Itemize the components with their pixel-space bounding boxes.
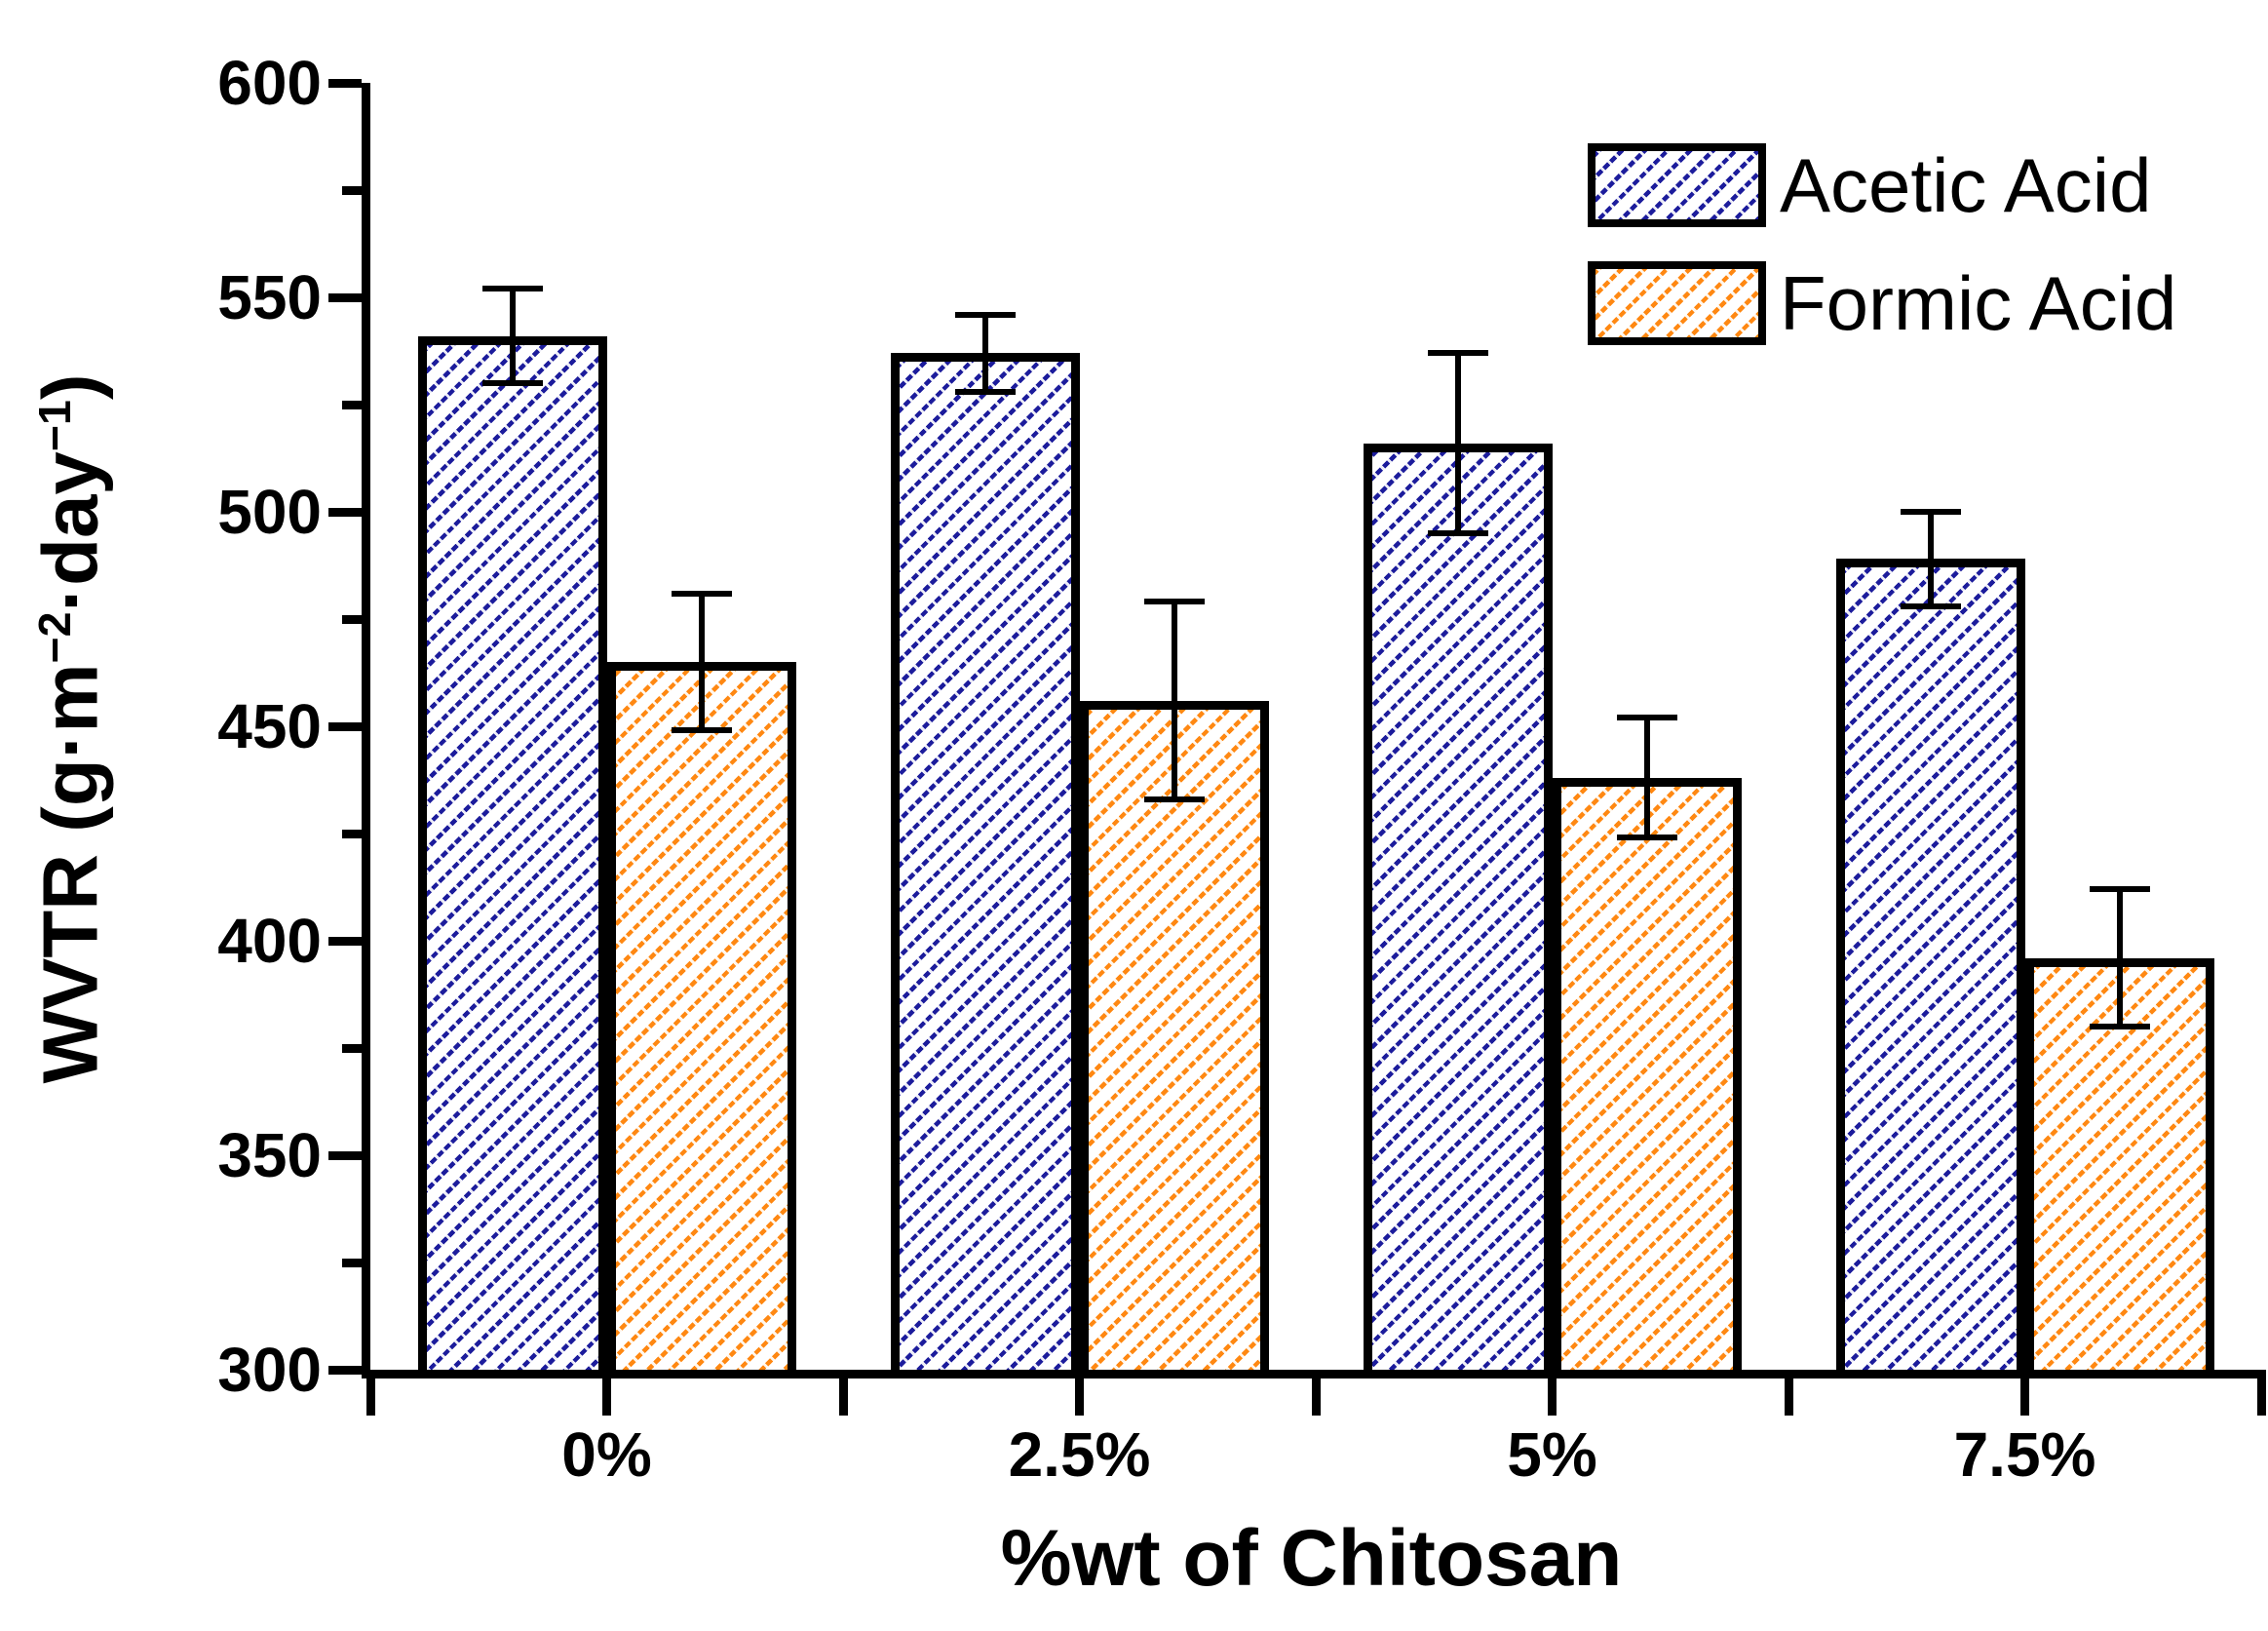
y-minor-tick [342, 400, 362, 409]
error-bar-cap-top-formic-0% [671, 590, 732, 597]
error-bar-cap-top-acetic-0% [481, 286, 543, 292]
legend-swatch-formic [1588, 261, 1766, 345]
y-tick-label: 300 [217, 1335, 322, 1405]
x-tick-label: 0% [561, 1419, 652, 1490]
x-tick-label: 5% [1507, 1419, 1597, 1490]
y-major-tick [328, 936, 362, 946]
x-axis-line [362, 1370, 2261, 1379]
error-bar-cap-bottom-formic-7.5% [2089, 1024, 2150, 1029]
error-bar-line-acetic-0% [509, 289, 516, 383]
legend-label-acetic: Acetic Acid [1780, 142, 2152, 228]
error-bar-cap-top-acetic-5% [1427, 350, 1488, 357]
y-minor-tick [342, 829, 362, 838]
y-tick-label: 500 [217, 477, 322, 547]
error-bar-line-acetic-7.5% [1927, 512, 1934, 606]
bar-formic-2.5% [1079, 700, 1269, 1370]
y-minor-tick [342, 614, 362, 624]
error-bar-line-formic-2.5% [1171, 602, 1177, 799]
error-bar-cap-bottom-acetic-2.5% [954, 388, 1016, 395]
error-bar-cap-top-formic-2.5% [1143, 599, 1205, 605]
error-bar-cap-bottom-formic-0% [671, 727, 732, 734]
bar-formic-7.5% [2024, 957, 2214, 1370]
x-major-tick [602, 1370, 611, 1416]
y-major-tick [328, 1150, 362, 1160]
y-tick-label: 400 [217, 906, 322, 976]
legend-swatch-acetic [1588, 143, 1766, 227]
x-boundary-tick [1784, 1370, 1793, 1416]
y-major-tick [328, 507, 362, 517]
legend-label-formic: Formic Acid [1780, 260, 2177, 346]
bar-formic-5% [1552, 777, 1742, 1370]
error-bar-cap-top-acetic-2.5% [954, 311, 1016, 318]
y-major-tick [328, 721, 362, 731]
x-tick-label: 2.5% [1008, 1419, 1151, 1490]
y-minor-tick [342, 185, 362, 195]
y-major-tick [328, 292, 362, 302]
error-bar-line-formic-0% [698, 593, 705, 731]
error-bar-cap-top-formic-7.5% [2089, 886, 2150, 893]
x-boundary-tick [2256, 1370, 2266, 1416]
error-bar-cap-bottom-formic-2.5% [1143, 796, 1205, 802]
bar-formic-0% [606, 662, 796, 1370]
error-bar-cap-top-acetic-7.5% [1900, 509, 1961, 515]
y-tick-label: 600 [217, 48, 322, 118]
error-bar-cap-bottom-formic-5% [1616, 835, 1677, 841]
bar-acetic-2.5% [890, 353, 1080, 1370]
y-minor-tick [342, 1258, 362, 1267]
x-tick-label: 7.5% [1953, 1419, 2096, 1490]
error-bar-line-acetic-2.5% [981, 314, 988, 392]
x-major-tick [1075, 1370, 1084, 1416]
y-axis-line [362, 83, 370, 1379]
error-bar-cap-bottom-acetic-5% [1427, 530, 1488, 536]
error-bar-cap-bottom-acetic-0% [481, 380, 543, 386]
x-boundary-tick [365, 1370, 375, 1416]
error-bar-line-formic-7.5% [2116, 889, 2123, 1027]
error-bar-cap-bottom-acetic-7.5% [1900, 602, 1961, 609]
x-boundary-tick [1311, 1370, 1321, 1416]
y-major-tick [328, 1365, 362, 1375]
x-major-tick [1548, 1370, 1557, 1416]
error-bar-line-formic-5% [1643, 718, 1650, 838]
bar-acetic-5% [1363, 443, 1553, 1370]
y-minor-tick [342, 1043, 362, 1053]
bar-acetic-7.5% [1835, 559, 2025, 1370]
y-tick-label: 450 [217, 691, 322, 761]
error-bar-cap-top-formic-5% [1616, 715, 1677, 721]
x-major-tick [2020, 1370, 2029, 1416]
x-axis-title: %wt of Chitosan [1000, 1514, 1623, 1603]
x-boundary-tick [838, 1370, 848, 1416]
bar-acetic-0% [417, 335, 607, 1370]
y-tick-label: 350 [217, 1120, 322, 1190]
error-bar-line-acetic-5% [1454, 353, 1461, 533]
y-tick-label: 550 [217, 262, 322, 332]
y-major-tick [328, 78, 362, 88]
